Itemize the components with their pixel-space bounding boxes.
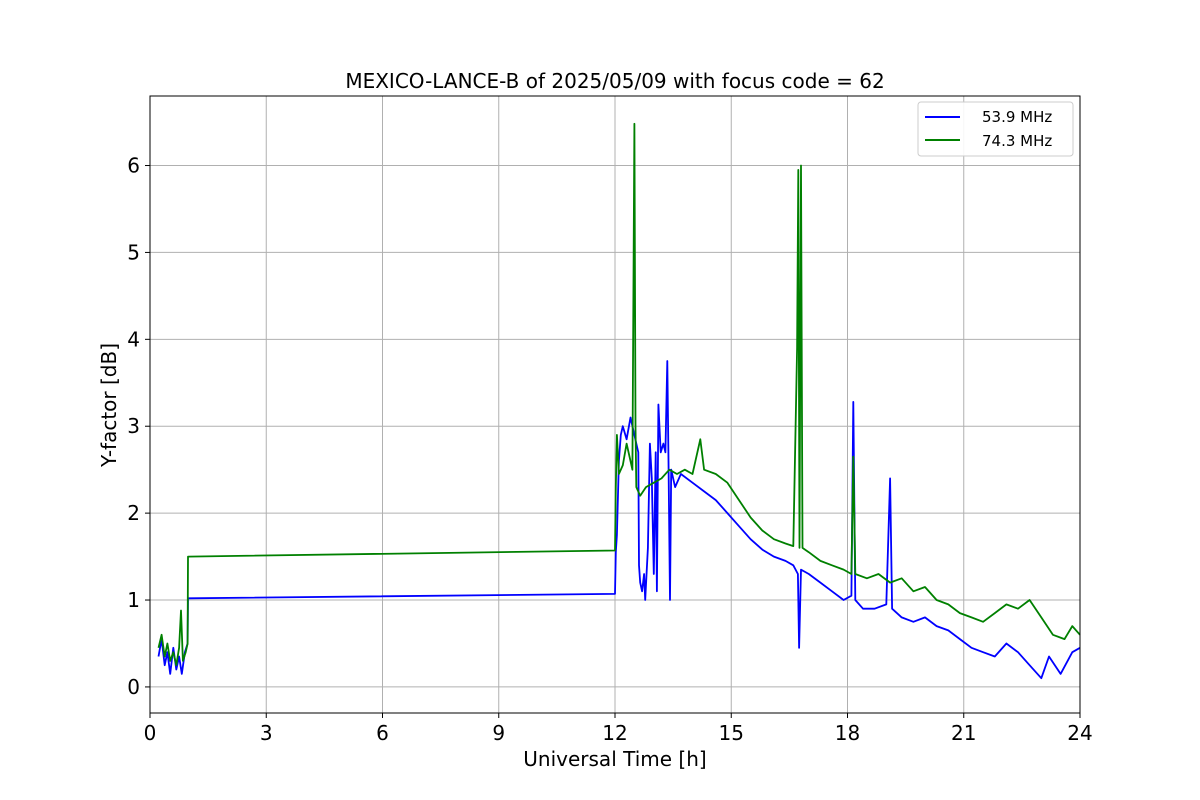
- x-tick-label: 24: [1067, 721, 1092, 745]
- y-tick-label: 3: [127, 414, 140, 438]
- series-line-53-9-MHz: [157, 360, 1081, 680]
- x-axis-ticks: 0 3 6 9 12 15 18 21 24: [144, 713, 1093, 745]
- y-tick-label: 0: [127, 675, 140, 699]
- series-line-74-3-MHz: [157, 122, 1081, 667]
- y-tick-label: 5: [127, 240, 140, 264]
- x-tick-label: 12: [602, 721, 627, 745]
- x-tick-label: 18: [835, 721, 860, 745]
- x-tick-label: 6: [376, 721, 389, 745]
- x-tick-label: 3: [260, 721, 273, 745]
- legend-box: [917, 101, 1074, 157]
- chart-title: MEXICO-LANCE-B of 2025/05/09 with focus …: [345, 69, 884, 93]
- y-axis-label: Y-factor [dB]: [97, 343, 121, 468]
- x-tick-label: 0: [144, 721, 157, 745]
- y-axis-ticks: 0 1 2 3 4 5 6: [127, 154, 150, 699]
- legend: 53.9 MHz 74.3 MHz: [917, 101, 1074, 157]
- y-tick-label: 2: [127, 501, 140, 525]
- x-axis-label: Universal Time [h]: [523, 747, 706, 771]
- x-tick-label: 9: [492, 721, 505, 745]
- y-tick-label: 6: [127, 154, 140, 178]
- x-tick-label: 21: [951, 721, 976, 745]
- legend-label-74-3: 74.3 MHz: [982, 132, 1052, 150]
- y-tick-label: 1: [127, 588, 140, 612]
- legend-label-53-9: 53.9 MHz: [982, 108, 1052, 126]
- x-tick-label: 15: [719, 721, 744, 745]
- series-layer: [157, 122, 1081, 680]
- y-tick-label: 4: [127, 327, 140, 351]
